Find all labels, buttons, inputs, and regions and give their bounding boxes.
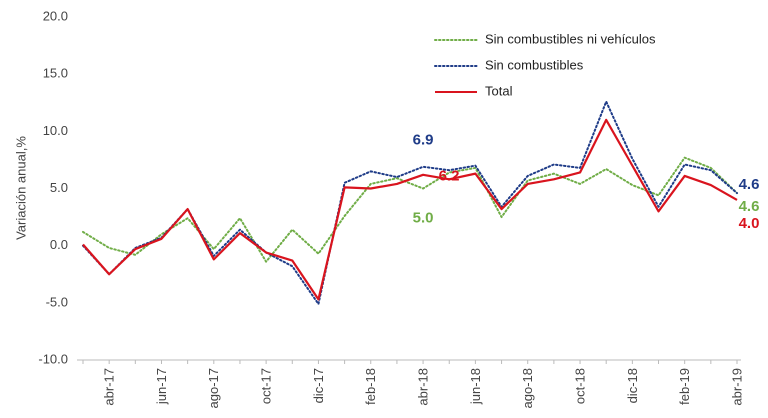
x-tick-label: jun-18 (468, 368, 483, 405)
legend-label: Sin combustibles ni vehículos (485, 31, 656, 46)
x-tick-label: abr-18 (416, 368, 431, 406)
series-line (82, 100, 738, 305)
series-line (82, 156, 738, 263)
series-line (82, 118, 738, 301)
x-tick-label: abr-19 (729, 368, 744, 406)
y-tick-label: 20.0 (43, 8, 68, 23)
data-label: 6.2 (439, 168, 460, 185)
y-tick-label: -5.0 (46, 294, 68, 309)
data-label: 4.6 (739, 198, 760, 215)
x-tick-label: oct-18 (572, 368, 587, 404)
data-label: 5.0 (413, 209, 434, 226)
data-label: 4.0 (739, 215, 760, 232)
data-label: 6.9 (413, 132, 434, 149)
x-tick-label: dic-17 (311, 368, 326, 403)
y-tick-label: 0.0 (50, 237, 68, 252)
data-label: 4.6 (739, 176, 760, 193)
legend-label: Sin combustibles (485, 57, 584, 72)
x-tick-label: oct-17 (259, 368, 274, 404)
y-axis-label: Variación anual,% (13, 136, 28, 240)
y-tick-label: 5.0 (50, 180, 68, 195)
y-tick-label: -10.0 (38, 351, 68, 366)
x-tick-label: feb-19 (677, 368, 692, 405)
x-tick-label: abr-17 (102, 368, 117, 406)
x-tick-label: jun-17 (154, 368, 169, 405)
x-tick-label: dic-18 (625, 368, 640, 403)
x-tick-label: feb-18 (363, 368, 378, 405)
legend-label: Total (485, 83, 513, 98)
x-tick-label: ago-18 (520, 368, 535, 408)
x-tick-label: ago-17 (206, 368, 221, 408)
y-tick-label: 15.0 (43, 66, 68, 81)
y-tick-label: 10.0 (43, 123, 68, 138)
